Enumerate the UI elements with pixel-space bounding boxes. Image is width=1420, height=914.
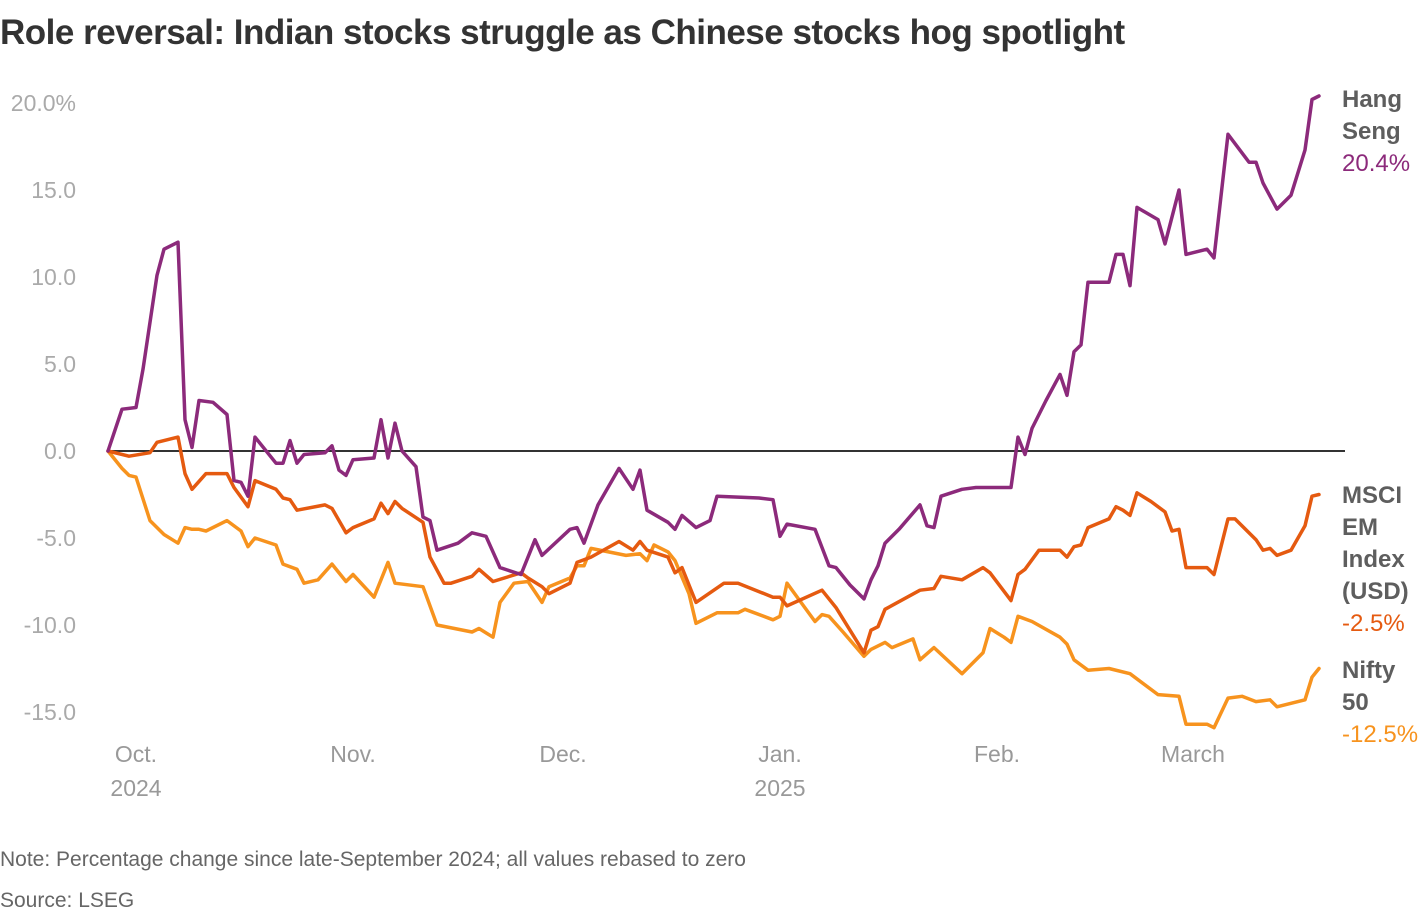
chart-title: Role reversal: Indian stocks struggle as… xyxy=(0,13,1126,52)
series-label: Nifty xyxy=(1342,657,1396,684)
series-lines xyxy=(106,94,1321,730)
x-tick-label: Nov. xyxy=(330,741,376,767)
x-axis: Oct. 2024 Nov. Dec. Jan. 2025 Feb. March xyxy=(110,741,1225,801)
series-label: EM xyxy=(1342,514,1378,541)
x-tick-label: Dec. xyxy=(539,741,586,767)
x-tick-year-label: 2024 xyxy=(110,775,161,801)
chart-source: Source: LSEG xyxy=(0,889,134,912)
series-line-nifty-50 xyxy=(106,449,1321,730)
series-labels: Hang Seng 20.4% MSCI EM Index (USD) -2.5% Nifty 5… xyxy=(1342,86,1418,748)
y-tick-label: 5.0 xyxy=(44,351,76,377)
series-label: 50 xyxy=(1342,689,1369,716)
series-end-value: 20.4% xyxy=(1342,150,1410,177)
series-label: Seng xyxy=(1342,118,1401,145)
y-tick-label: -15.0 xyxy=(24,699,76,725)
y-tick-label: 0.0 xyxy=(44,438,76,464)
series-line-hang-seng xyxy=(106,94,1321,601)
y-tick-label: 15.0 xyxy=(31,177,76,203)
y-axis: 20.0% 15.0 10.0 5.0 0.0 -5.0 -10.0 -15.0 xyxy=(11,90,76,725)
y-tick-label: 20.0% xyxy=(11,90,76,116)
y-tick-label: -5.0 xyxy=(36,525,76,551)
x-tick-label: Feb. xyxy=(974,741,1020,767)
series-label: Index xyxy=(1342,546,1405,573)
y-tick-label: -10.0 xyxy=(24,612,76,638)
series-label: (USD) xyxy=(1342,578,1409,605)
series-label: Hang xyxy=(1342,86,1402,113)
x-tick-label: March xyxy=(1161,741,1225,767)
series-label: MSCI xyxy=(1342,482,1402,509)
series-end-value: -12.5% xyxy=(1342,721,1418,748)
series-end-value: -2.5% xyxy=(1342,610,1405,637)
y-tick-label: 10.0 xyxy=(31,264,76,290)
x-tick-label: Oct. xyxy=(115,741,157,767)
chart-note: Note: Percentage change since late-Septe… xyxy=(0,848,746,871)
x-tick-label: Jan. xyxy=(758,741,801,767)
series-line-msci-em-index-usd- xyxy=(106,435,1321,655)
x-tick-year-label: 2025 xyxy=(754,775,805,801)
